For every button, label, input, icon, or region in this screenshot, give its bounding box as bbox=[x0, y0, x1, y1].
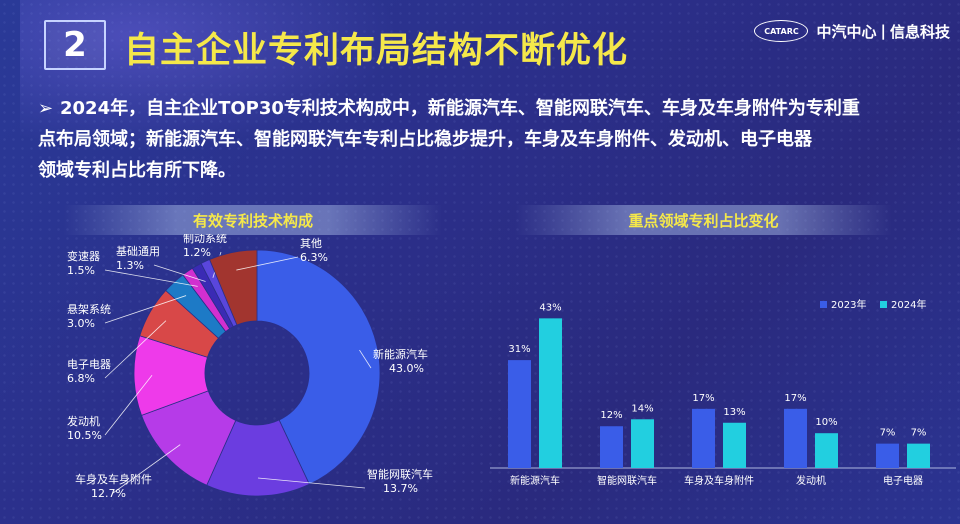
bar bbox=[600, 426, 623, 468]
bar bbox=[815, 433, 838, 468]
bar-value-label: 17% bbox=[784, 393, 806, 404]
pie-slice-value: 1.2% bbox=[183, 246, 211, 259]
legend-swatch bbox=[880, 301, 887, 308]
bar bbox=[692, 408, 715, 468]
x-tick-label: 新能源汽车 bbox=[510, 474, 560, 487]
bar-chart-title: 重点领域专利占比变化 bbox=[515, 205, 892, 235]
pie-slice-name: 悬架系统 bbox=[67, 303, 111, 316]
pie-slice-value: 3.0% bbox=[67, 317, 95, 330]
pie-slice-value: 6.3% bbox=[300, 251, 328, 264]
pie-slice-value: 6.8% bbox=[67, 372, 95, 385]
bar bbox=[784, 408, 807, 468]
pie-leader-line bbox=[236, 256, 299, 271]
summary-text: ➢ 2024年，自主企业TOP30专利技术构成中，新能源汽车、智能网联汽车、车身及… bbox=[38, 93, 946, 186]
pie-slice bbox=[256, 249, 381, 485]
legend-label: 2023年 bbox=[831, 298, 866, 311]
bar-value-label: 13% bbox=[723, 407, 745, 418]
pie-slice-name: 车身及车身附件 bbox=[75, 472, 152, 486]
summary-line-2: 点布局领域；新能源汽车、智能网联汽车专利占比稳步提升，车身及车身附件、发动机、电… bbox=[38, 129, 812, 150]
summary-line-3: 领域专利占比有所下降。 bbox=[38, 160, 236, 181]
bar bbox=[539, 318, 562, 468]
pie-slice-value: 43.0% bbox=[389, 362, 424, 375]
pie-slice-value: 12.7% bbox=[91, 487, 126, 500]
brand-logo-icon: CATARC bbox=[754, 20, 809, 42]
pie-slice-name: 发动机 bbox=[67, 414, 100, 428]
bar-value-label: 31% bbox=[508, 344, 530, 355]
bar-chart: 31% 43% 新能源汽车 12% 14% 智能网联汽车 17% 13% 车身及车身附件 17% 1… bbox=[490, 298, 956, 487]
bar-value-label: 7% bbox=[880, 428, 896, 439]
pie-slice-name: 制动系统 bbox=[183, 234, 227, 245]
x-tick-label: 智能网联汽车 bbox=[597, 474, 657, 487]
bar bbox=[508, 360, 531, 468]
legend-label: 2024年 bbox=[891, 298, 926, 311]
pie-leader-line bbox=[112, 444, 181, 494]
pie-slice-name: 新能源汽车 bbox=[373, 347, 428, 361]
pie-leader-line bbox=[153, 264, 206, 282]
pie-chart-title: 有效专利技术构成 bbox=[64, 205, 442, 235]
brand-name: 中汽中心 bbox=[816, 22, 877, 41]
bar-value-label: 14% bbox=[631, 403, 653, 414]
header: 2 自主企业专利布局结构不断优化 CATARC 中汽中心 | 信息科技 bbox=[0, 12, 960, 71]
bar-value-label: 10% bbox=[815, 417, 837, 428]
bar bbox=[907, 443, 930, 468]
brand: CATARC 中汽中心 | 信息科技 bbox=[754, 20, 950, 42]
bar-value-label: 7% bbox=[911, 428, 927, 439]
summary-line-1: 2024年，自主企业TOP30专利技术构成中，新能源汽车、智能网联汽车、车身及车… bbox=[60, 98, 860, 119]
bar-value-label: 17% bbox=[692, 393, 714, 404]
page-title: 自主企业专利布局结构不断优化 bbox=[124, 31, 629, 71]
bar bbox=[723, 422, 746, 468]
x-tick-label: 电子电器 bbox=[883, 474, 923, 487]
bullet-arrow-icon: ➢ bbox=[38, 98, 54, 119]
bar-value-label: 12% bbox=[600, 410, 622, 421]
pie-slice-name: 其他 bbox=[300, 237, 322, 250]
bar bbox=[876, 443, 899, 468]
pie-leader-line bbox=[359, 349, 372, 369]
brand-subname: 信息科技 bbox=[889, 22, 950, 41]
pie-slice-value: 10.5% bbox=[67, 429, 102, 442]
pie-slice-name: 基础通用 bbox=[116, 245, 160, 258]
pie-slice-name: 电子电器 bbox=[67, 358, 111, 371]
pie-leader-line bbox=[257, 477, 366, 489]
pie-leader-line bbox=[104, 320, 167, 379]
x-tick-label: 发动机 bbox=[796, 474, 826, 487]
pie-slice-value: 1.5% bbox=[67, 264, 95, 277]
pie-slice-value: 13.7% bbox=[383, 482, 418, 495]
section-number: 2 bbox=[44, 20, 106, 70]
pie-leader-line bbox=[104, 375, 153, 436]
pie-slice-value: 1.3% bbox=[116, 259, 144, 272]
bar bbox=[631, 419, 654, 468]
bar-value-label: 43% bbox=[539, 302, 561, 313]
pie-slice-name: 智能网联汽车 bbox=[367, 467, 433, 481]
pie-slice-name: 变速器 bbox=[67, 249, 100, 263]
pie-leader-line bbox=[104, 269, 198, 287]
pie-slice bbox=[209, 249, 258, 326]
pie-leader-line bbox=[104, 295, 187, 324]
brand-separator: | bbox=[880, 22, 886, 40]
legend-swatch bbox=[820, 301, 827, 308]
x-tick-label: 车身及车身附件 bbox=[684, 474, 754, 487]
